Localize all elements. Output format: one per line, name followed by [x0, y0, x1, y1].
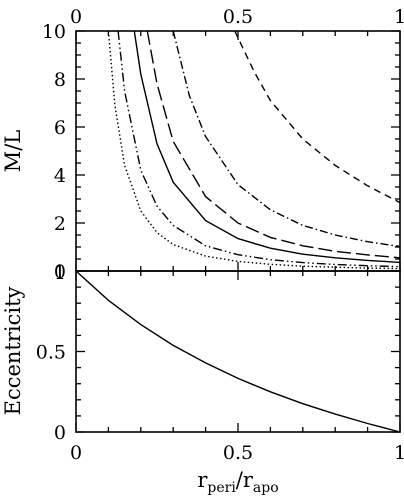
top-y-tick-labels: 0 2 4 6 8 10 — [42, 21, 66, 283]
top-y-tick-label: 10 — [42, 21, 66, 43]
bottom-y-tick-label: 0.5 — [36, 342, 66, 364]
bottom-x-tick-labels: 0 0.5 1 — [70, 442, 404, 464]
bottom-panel-ticks — [75, 270, 401, 433]
bottom-x-tick-label: 1 — [394, 442, 404, 464]
bottom-y-tick-label: 0 — [54, 422, 66, 444]
top-panel-frame — [75, 30, 401, 272]
top-x-tick-label: 0 — [70, 6, 82, 28]
bottom-panel-curves — [75, 270, 401, 433]
bottom-x-axis-title: rperi/rapo — [197, 468, 278, 496]
top-panel-curves — [107, 30, 401, 270]
top-y-axis-title: M/L — [1, 130, 25, 173]
top-x-tick-label: 0.5 — [223, 6, 253, 28]
x-title-sub-peri: peri — [207, 480, 236, 496]
x-title-sub-apo: apo — [253, 480, 279, 496]
top-y-tick-label: 0 — [54, 261, 66, 283]
series-line-solid — [133, 30, 401, 264]
top-panel-ticks — [75, 30, 401, 272]
series-line-solid — [75, 270, 401, 433]
series-line-dotted — [107, 30, 401, 270]
series-line-dash-dot-dot — [117, 30, 401, 268]
top-x-tick-labels: 0 0.5 1 — [70, 6, 404, 28]
top-y-tick-label: 2 — [54, 213, 66, 235]
x-title-sep: /r — [236, 468, 254, 492]
series-line-short-dash — [234, 30, 401, 204]
bottom-y-axis-title: Eccentricity — [1, 286, 25, 415]
bottom-y-tick-label: 1 — [54, 262, 66, 284]
bottom-y-tick-labels: 00.51 — [36, 262, 66, 444]
x-title-r: r — [197, 468, 208, 492]
top-y-tick-label: 4 — [54, 165, 66, 187]
bottom-x-tick-label: 0.5 — [223, 442, 253, 464]
series-line-long-dash — [146, 30, 401, 259]
bottom-x-tick-label: 0 — [70, 442, 82, 464]
series-line-dash-dot — [172, 30, 401, 248]
top-x-tick-label: 1 — [394, 6, 404, 28]
top-y-tick-label: 6 — [54, 117, 66, 139]
top-y-tick-label: 8 — [54, 69, 66, 91]
bottom-panel-eccentricity: 0 0.5 1 00.51 Eccentricity rperi/rapo — [1, 262, 404, 496]
bottom-panel-frame — [75, 270, 401, 433]
